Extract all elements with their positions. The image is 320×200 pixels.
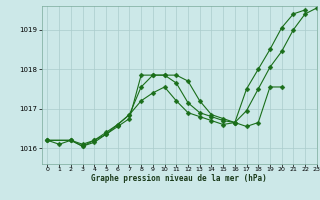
X-axis label: Graphe pression niveau de la mer (hPa): Graphe pression niveau de la mer (hPa) bbox=[91, 174, 267, 183]
